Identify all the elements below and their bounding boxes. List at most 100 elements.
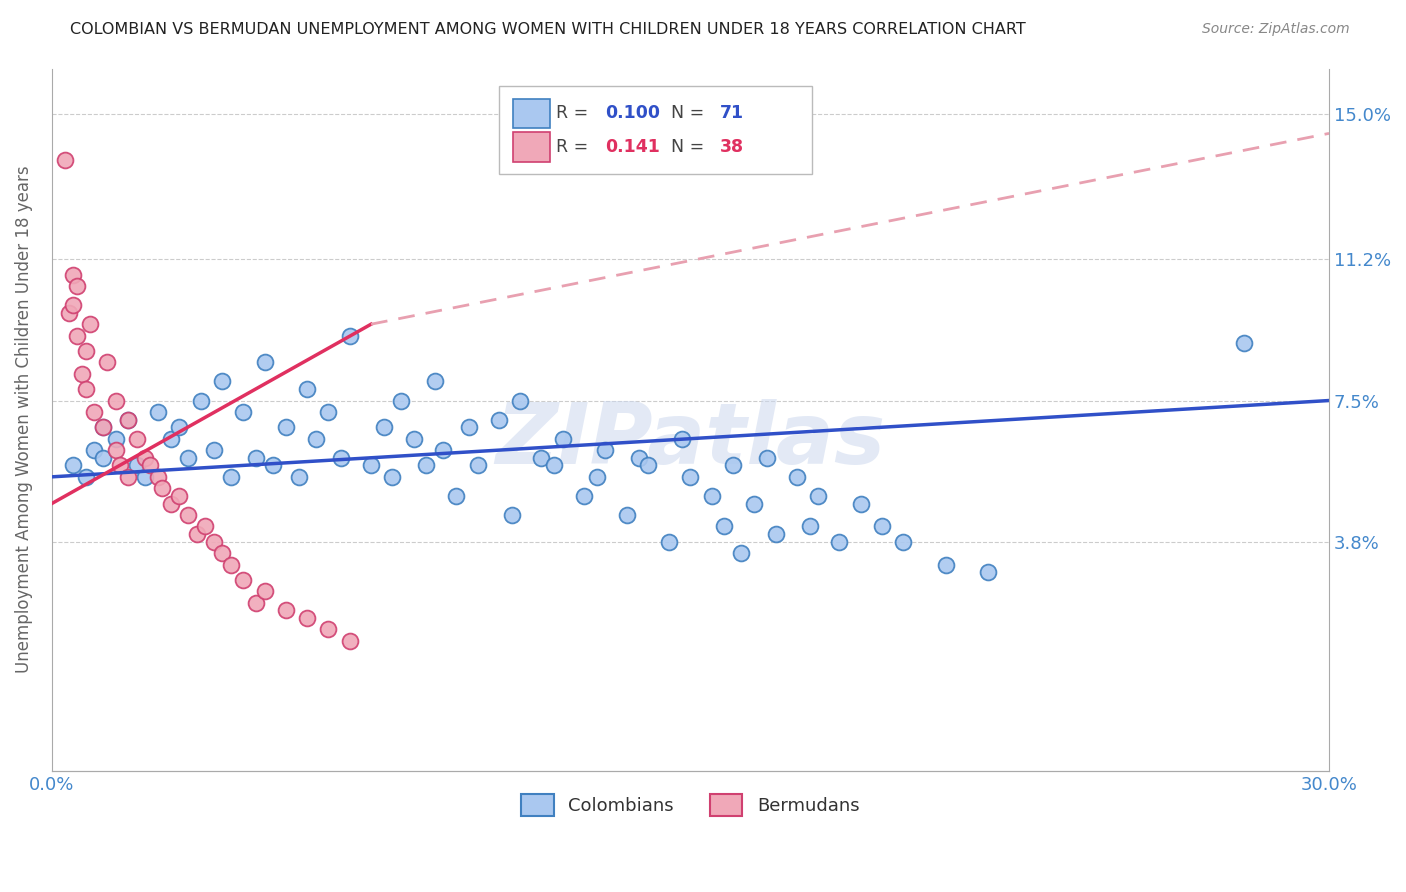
Point	[70, 367, 93, 381]
Point	[66, 279, 89, 293]
Point	[700, 489, 723, 503]
Point	[295, 611, 318, 625]
Point	[828, 534, 851, 549]
Point	[432, 443, 454, 458]
Point	[501, 508, 523, 522]
Point	[373, 420, 395, 434]
Text: 0.100: 0.100	[605, 104, 659, 122]
Point	[104, 393, 127, 408]
Point	[219, 470, 242, 484]
Point	[713, 519, 735, 533]
Text: R =: R =	[557, 104, 593, 122]
FancyBboxPatch shape	[513, 99, 550, 128]
Point	[219, 558, 242, 572]
Point	[83, 443, 105, 458]
Point	[509, 393, 531, 408]
Point	[91, 420, 114, 434]
Point	[671, 432, 693, 446]
Point	[91, 450, 114, 465]
Point	[152, 481, 174, 495]
Text: R =: R =	[557, 138, 593, 156]
Point	[125, 458, 148, 473]
Point	[117, 412, 139, 426]
Point	[169, 420, 191, 434]
Point	[211, 546, 233, 560]
Point	[742, 497, 765, 511]
Point	[83, 405, 105, 419]
Point	[637, 458, 659, 473]
Point	[849, 497, 872, 511]
Point	[415, 458, 437, 473]
FancyBboxPatch shape	[513, 132, 550, 162]
Point	[756, 450, 779, 465]
Point	[108, 458, 131, 473]
Point	[62, 298, 84, 312]
Point	[339, 634, 361, 648]
Point	[148, 405, 170, 419]
Point	[125, 432, 148, 446]
Point	[1233, 336, 1256, 351]
Point	[75, 343, 97, 358]
Text: 0.141: 0.141	[605, 138, 659, 156]
Point	[977, 566, 1000, 580]
Point	[658, 534, 681, 549]
Point	[245, 596, 267, 610]
Point	[530, 450, 553, 465]
Point	[274, 603, 297, 617]
Point	[245, 450, 267, 465]
Point	[232, 573, 254, 587]
Point	[679, 470, 702, 484]
Point	[134, 450, 156, 465]
Text: ZIPatlas: ZIPatlas	[495, 400, 886, 483]
Point	[628, 450, 651, 465]
Point	[467, 458, 489, 473]
Point	[253, 355, 276, 369]
Legend: Colombians, Bermudans: Colombians, Bermudans	[512, 785, 869, 825]
Point	[488, 412, 510, 426]
Text: N =: N =	[671, 138, 710, 156]
Point	[799, 519, 821, 533]
Point	[186, 527, 208, 541]
Point	[62, 268, 84, 282]
Point	[935, 558, 957, 572]
Point	[177, 508, 200, 522]
Point	[389, 393, 412, 408]
Text: N =: N =	[671, 104, 710, 122]
Point	[318, 623, 340, 637]
Point	[287, 470, 309, 484]
Point	[572, 489, 595, 503]
Point	[66, 328, 89, 343]
Point	[79, 317, 101, 331]
Point	[381, 470, 404, 484]
Point	[138, 458, 160, 473]
Point	[551, 432, 574, 446]
Point	[75, 382, 97, 396]
Point	[194, 519, 217, 533]
Point	[543, 458, 565, 473]
Point	[593, 443, 616, 458]
Point	[339, 328, 361, 343]
Point	[423, 375, 446, 389]
Text: COLOMBIAN VS BERMUDAN UNEMPLOYMENT AMONG WOMEN WITH CHILDREN UNDER 18 YEARS CORR: COLOMBIAN VS BERMUDAN UNEMPLOYMENT AMONG…	[70, 22, 1026, 37]
Point	[730, 546, 752, 560]
Text: 38: 38	[720, 138, 744, 156]
Point	[148, 470, 170, 484]
FancyBboxPatch shape	[499, 86, 811, 174]
Point	[91, 420, 114, 434]
Point	[177, 450, 200, 465]
Point	[765, 527, 787, 541]
Point	[202, 534, 225, 549]
Point	[444, 489, 467, 503]
Point	[117, 412, 139, 426]
Point	[202, 443, 225, 458]
Point	[117, 470, 139, 484]
Point	[616, 508, 638, 522]
Text: Source: ZipAtlas.com: Source: ZipAtlas.com	[1202, 22, 1350, 37]
Point	[330, 450, 353, 465]
Point	[75, 470, 97, 484]
Point	[458, 420, 481, 434]
Point	[211, 375, 233, 389]
Point	[274, 420, 297, 434]
Point	[807, 489, 830, 503]
Point	[190, 393, 212, 408]
